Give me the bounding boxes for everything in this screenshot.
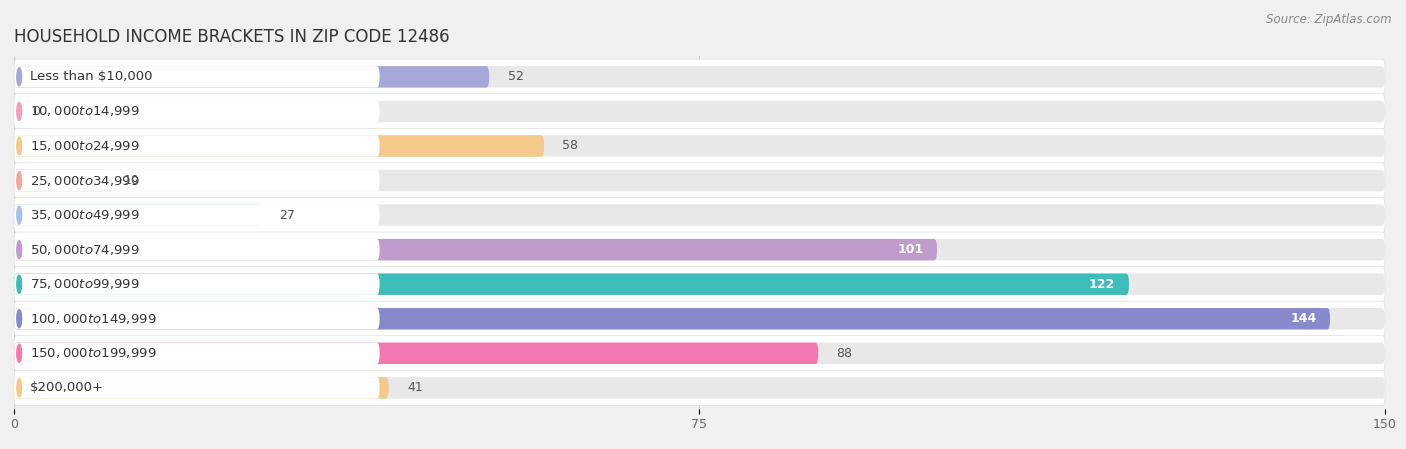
FancyBboxPatch shape <box>14 343 1385 364</box>
Circle shape <box>17 379 21 397</box>
Text: $200,000+: $200,000+ <box>30 381 104 394</box>
FancyBboxPatch shape <box>14 135 1385 157</box>
Text: 58: 58 <box>562 140 578 153</box>
FancyBboxPatch shape <box>14 267 1385 302</box>
FancyBboxPatch shape <box>14 163 1385 198</box>
FancyBboxPatch shape <box>14 377 389 399</box>
Text: HOUSEHOLD INCOME BRACKETS IN ZIP CODE 12486: HOUSEHOLD INCOME BRACKETS IN ZIP CODE 12… <box>14 28 450 46</box>
Text: 122: 122 <box>1090 277 1115 291</box>
Text: $25,000 to $34,999: $25,000 to $34,999 <box>30 173 139 188</box>
Text: $50,000 to $74,999: $50,000 to $74,999 <box>30 242 139 257</box>
FancyBboxPatch shape <box>14 239 380 260</box>
FancyBboxPatch shape <box>14 128 1385 163</box>
Text: 10: 10 <box>124 174 139 187</box>
FancyBboxPatch shape <box>14 377 380 399</box>
FancyBboxPatch shape <box>14 232 1385 267</box>
Circle shape <box>17 241 21 259</box>
Text: 41: 41 <box>408 381 423 394</box>
FancyBboxPatch shape <box>14 301 1385 336</box>
FancyBboxPatch shape <box>14 94 1385 129</box>
Circle shape <box>17 344 21 362</box>
FancyBboxPatch shape <box>14 308 1385 330</box>
FancyBboxPatch shape <box>14 101 1385 122</box>
FancyBboxPatch shape <box>14 308 1330 330</box>
Text: 101: 101 <box>897 243 924 256</box>
Text: 0: 0 <box>32 105 41 118</box>
FancyBboxPatch shape <box>14 170 105 191</box>
FancyBboxPatch shape <box>14 59 1385 94</box>
FancyBboxPatch shape <box>14 273 380 295</box>
Text: Source: ZipAtlas.com: Source: ZipAtlas.com <box>1267 13 1392 26</box>
Text: $100,000 to $149,999: $100,000 to $149,999 <box>30 312 156 326</box>
FancyBboxPatch shape <box>14 170 1385 191</box>
Text: 88: 88 <box>837 347 852 360</box>
Text: $150,000 to $199,999: $150,000 to $199,999 <box>30 346 156 360</box>
Text: $35,000 to $49,999: $35,000 to $49,999 <box>30 208 139 222</box>
Circle shape <box>17 68 21 86</box>
FancyBboxPatch shape <box>14 239 938 260</box>
Text: 27: 27 <box>278 209 295 221</box>
FancyBboxPatch shape <box>14 170 380 191</box>
Circle shape <box>17 137 21 155</box>
FancyBboxPatch shape <box>14 273 1385 295</box>
FancyBboxPatch shape <box>14 273 1129 295</box>
FancyBboxPatch shape <box>14 66 380 88</box>
FancyBboxPatch shape <box>14 377 1385 399</box>
FancyBboxPatch shape <box>14 204 1385 226</box>
FancyBboxPatch shape <box>14 135 544 157</box>
FancyBboxPatch shape <box>14 308 380 330</box>
Text: $75,000 to $99,999: $75,000 to $99,999 <box>30 277 139 291</box>
Circle shape <box>17 275 21 293</box>
Text: $15,000 to $24,999: $15,000 to $24,999 <box>30 139 139 153</box>
Circle shape <box>17 102 21 120</box>
Text: Less than $10,000: Less than $10,000 <box>30 70 152 84</box>
Circle shape <box>17 206 21 224</box>
FancyBboxPatch shape <box>14 135 380 157</box>
FancyBboxPatch shape <box>14 204 380 226</box>
FancyBboxPatch shape <box>14 336 1385 371</box>
FancyBboxPatch shape <box>14 66 1385 88</box>
FancyBboxPatch shape <box>14 343 818 364</box>
Text: $10,000 to $14,999: $10,000 to $14,999 <box>30 105 139 119</box>
FancyBboxPatch shape <box>14 370 1385 405</box>
FancyBboxPatch shape <box>14 101 380 122</box>
Text: 144: 144 <box>1291 312 1316 325</box>
Circle shape <box>17 310 21 328</box>
Circle shape <box>17 172 21 189</box>
FancyBboxPatch shape <box>14 239 1385 260</box>
FancyBboxPatch shape <box>14 343 380 364</box>
Text: 52: 52 <box>508 70 523 84</box>
FancyBboxPatch shape <box>14 204 262 226</box>
FancyBboxPatch shape <box>14 198 1385 233</box>
FancyBboxPatch shape <box>14 66 489 88</box>
